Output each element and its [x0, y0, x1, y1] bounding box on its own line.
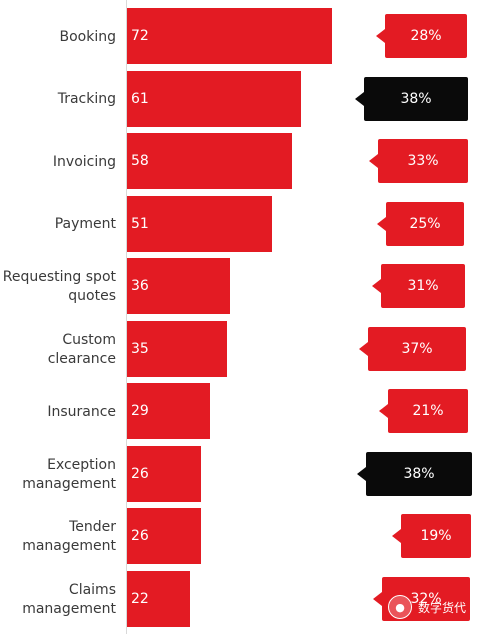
callout-pointer: [376, 29, 385, 43]
bar-value-label: 29: [131, 403, 149, 419]
bar-value-label: 35: [131, 340, 149, 357]
bar: 26: [127, 508, 201, 564]
category-label: Insurance: [47, 403, 116, 420]
category-label: Exception management: [22, 456, 116, 492]
callout-pointer: [379, 404, 388, 418]
bar: 35: [127, 320, 227, 377]
bar-value-label: 22: [131, 590, 149, 607]
percent-callout: 33%: [369, 139, 468, 183]
watermark: ● 数字货代: [388, 592, 466, 622]
category-label: Custom clearance: [47, 331, 116, 367]
category-label: Claims management: [22, 581, 116, 617]
bar-value-label: 26: [131, 528, 149, 544]
percent-callout: 37%: [359, 326, 466, 371]
category-label: Payment: [54, 216, 116, 232]
bar: 58: [127, 133, 292, 189]
highlight-callout: 38%: [357, 451, 472, 496]
callout-label: 37%: [401, 340, 433, 357]
callout-pointer: [355, 91, 364, 106]
category-label: Invoicing: [52, 153, 116, 170]
percent-callout: 25%: [377, 201, 464, 246]
bar-value-label: 61: [131, 90, 149, 107]
callout-label: 33%: [407, 153, 439, 169]
callout-label: 19%: [420, 528, 452, 544]
bar: 51: [127, 195, 272, 252]
category-label: Booking: [59, 28, 117, 45]
category-label: Requesting spot quotes: [2, 269, 116, 304]
category-axis-line: [126, 0, 127, 634]
bar: 61: [127, 70, 301, 127]
bar: 36: [127, 258, 230, 314]
bar: 26: [127, 445, 201, 502]
percent-callout: 28%: [376, 14, 467, 58]
callout-pointer: [372, 279, 381, 293]
callout-pointer: [357, 466, 366, 481]
callout-pointer: [359, 341, 368, 356]
bar: 22: [127, 570, 190, 627]
highlight-callout: 38%: [355, 76, 468, 121]
callout-pointer: [373, 591, 382, 606]
bar: 72: [127, 8, 332, 64]
percent-callout: 19%: [392, 514, 471, 558]
watermark-text: 数字货代: [418, 600, 467, 615]
callout-label: 32%: [410, 590, 442, 607]
callout-label: 21%: [412, 403, 444, 419]
percent-callout: 31%: [372, 264, 465, 308]
callout-label: 38%: [403, 465, 435, 482]
callout-pointer: [369, 154, 378, 168]
callout-label: 38%: [400, 90, 432, 107]
bar-value-label: 51: [131, 215, 149, 232]
callout-pointer: [377, 216, 386, 231]
callout-label: 31%: [407, 278, 439, 294]
callout-label: 28%: [410, 28, 442, 44]
category-label: Tender management: [22, 519, 116, 554]
percent-callout: 21%: [379, 389, 468, 433]
bar-value-label: 58: [131, 153, 149, 169]
callout-pointer: [392, 529, 401, 543]
callout-label: 25%: [409, 215, 441, 232]
bar-value-label: 26: [131, 465, 149, 482]
bar-value-label: 36: [131, 278, 149, 294]
wechat-icon: ●: [388, 595, 412, 619]
bar-value-label: 72: [131, 28, 149, 44]
category-label: Tracking: [57, 91, 116, 107]
bar: 29: [127, 383, 210, 439]
